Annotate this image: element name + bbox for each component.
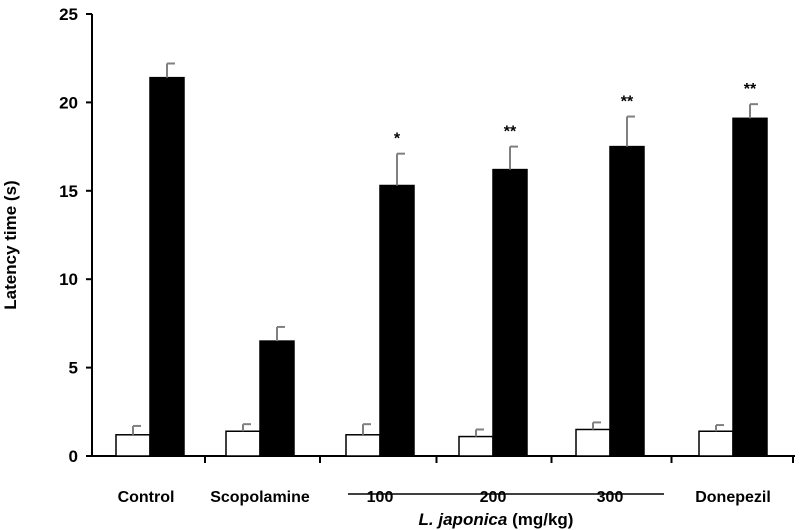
- group-title-species: L. japonica: [419, 510, 508, 529]
- x-category-label: Control: [118, 489, 175, 506]
- white-bar: [225, 430, 261, 457]
- x-category-label: 200: [480, 489, 507, 506]
- bars: [115, 62, 768, 457]
- group-title: L. japonica (mg/kg): [419, 510, 574, 529]
- significance-marker: *: [394, 131, 401, 148]
- y-tick-label: 0: [69, 447, 78, 466]
- y-tick-label: 20: [59, 93, 78, 112]
- white-bar: [115, 434, 151, 457]
- x-category-label: 300: [597, 489, 624, 506]
- y-tick-label: 10: [59, 270, 78, 289]
- y-tick-label: 15: [59, 182, 78, 201]
- x-category-label: Scopolamine: [210, 489, 310, 506]
- y-tick-label: 25: [59, 5, 78, 24]
- black-bar: [609, 145, 645, 457]
- significance-marker: **: [504, 124, 517, 141]
- x-category-label: Donepezil: [695, 489, 771, 506]
- white-bar: [458, 435, 494, 457]
- black-bar: [259, 340, 295, 457]
- group-title-unit: (mg/kg): [507, 510, 573, 529]
- black-bar: [732, 117, 768, 457]
- labels: Latency time (s)* ******Control Scopolamin…: [1, 81, 771, 529]
- axes: 0 5 10 15 20 25: [59, 5, 795, 466]
- x-category-label: 100: [367, 489, 394, 506]
- white-bar: [345, 434, 381, 457]
- significance-marker: **: [621, 94, 634, 111]
- y-axis-title: Latency time (s): [1, 180, 20, 309]
- black-bar: [492, 168, 528, 457]
- black-bar: [149, 76, 185, 457]
- significance-marker: **: [744, 81, 757, 98]
- y-tick-label: 5: [69, 359, 78, 378]
- black-bar: [379, 184, 415, 457]
- white-bar: [575, 428, 611, 457]
- white-bar: [698, 430, 734, 457]
